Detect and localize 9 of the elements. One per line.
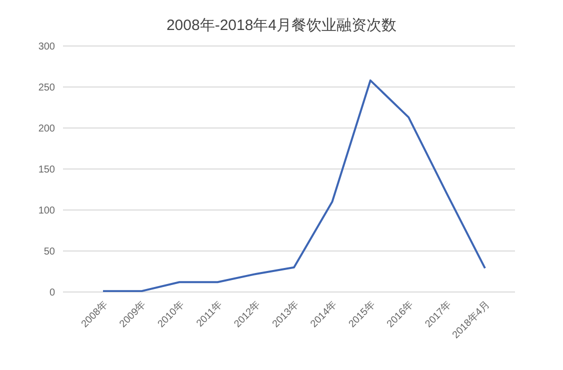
y-tick-label: 150 [38,164,56,176]
line-series [102,79,486,292]
chart-title: 2008年-2018年4月餐饮业融资次数 [165,16,398,36]
y-tick-label: 50 [44,246,56,258]
y-tick-label: 250 [38,82,56,94]
y-tick-label: 100 [38,206,56,217]
y-tick-label: 300 [38,42,56,53]
y-tick-label: 200 [38,124,56,135]
y-tick-label: 0 [49,288,56,299]
